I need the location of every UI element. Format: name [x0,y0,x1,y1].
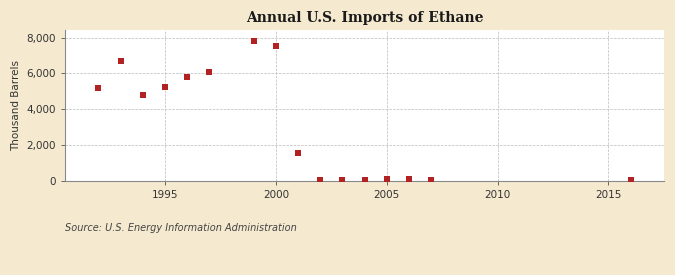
Title: Annual U.S. Imports of Ethane: Annual U.S. Imports of Ethane [246,11,483,25]
Point [248,39,259,43]
Point [315,178,325,183]
Point [93,86,104,90]
Point [381,177,392,182]
Point [115,59,126,63]
Point [426,178,437,182]
Point [404,176,414,181]
Y-axis label: Thousand Barrels: Thousand Barrels [11,60,21,151]
Point [182,75,192,79]
Point [625,178,636,182]
Point [337,178,348,183]
Point [138,93,148,97]
Text: Source: U.S. Energy Information Administration: Source: U.S. Energy Information Administ… [65,223,297,233]
Point [204,69,215,74]
Point [271,43,281,48]
Point [293,150,304,155]
Point [359,178,370,183]
Point [159,85,170,89]
